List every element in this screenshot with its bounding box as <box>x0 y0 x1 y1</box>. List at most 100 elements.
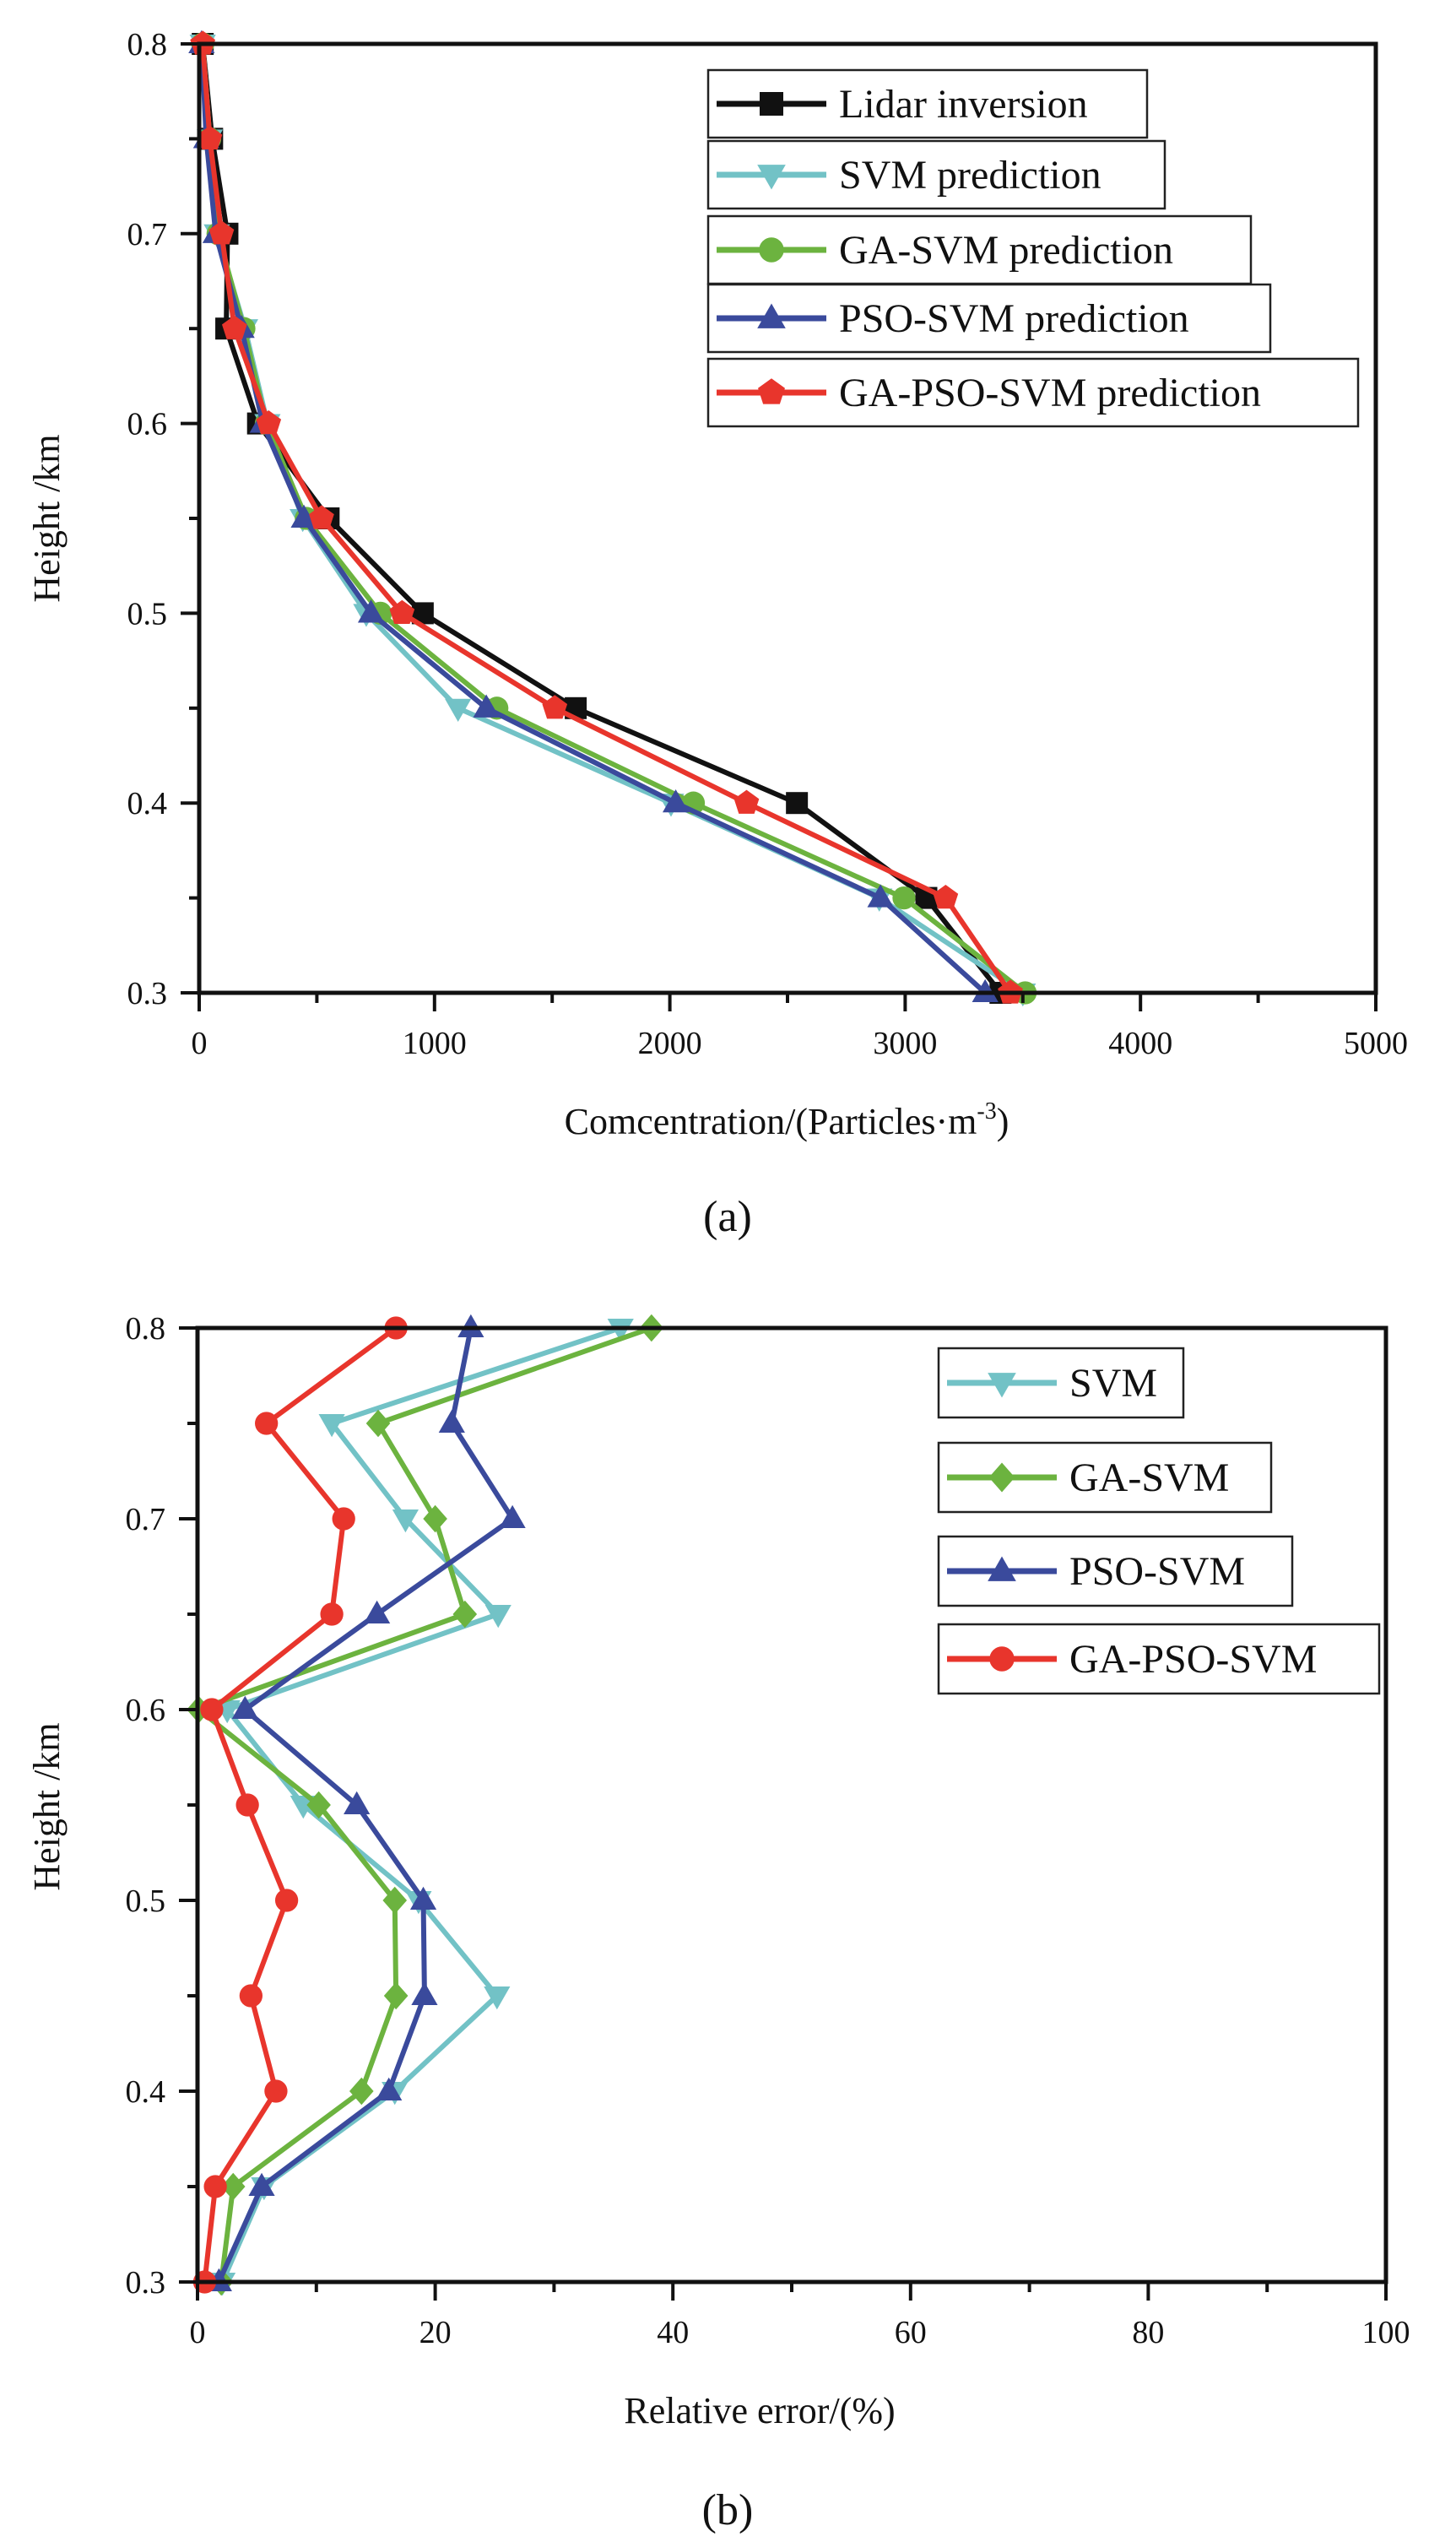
axes-a: 0 1000 2000 3000 4000 5000 0.3 0.4 0.5 0.6 0.7 0.8 <box>127 27 1409 1061</box>
y-tick-label: 0.8 <box>126 1311 166 1347</box>
legend-marker-swatch <box>760 92 783 116</box>
legend-label: GA-PSO-SVM <box>1069 1637 1317 1682</box>
y-tick-label: 0.4 <box>127 786 168 821</box>
data-point-marker <box>733 789 760 814</box>
x-tick-label: 60 <box>895 2315 927 2350</box>
legend-marker-swatch <box>988 1462 1015 1493</box>
legend-item: PSO-SVM <box>937 1535 1294 1607</box>
data-point-marker <box>220 2172 246 2201</box>
legend-marker-swatch <box>989 1646 1015 1672</box>
legend-item: GA-SVM prediction <box>706 214 1253 285</box>
x-axis-title-a: Comcentration/(Particles·m-3) <box>565 1098 1009 1142</box>
panel-label-a: (a) <box>703 1193 752 1241</box>
x-tick-label: 80 <box>1132 2315 1164 2350</box>
data-point-marker <box>309 505 334 529</box>
data-point-marker <box>274 1889 299 1912</box>
legend-marker-swatch <box>759 237 784 263</box>
data-point-marker <box>376 2077 403 2101</box>
legend-marker-swatch <box>758 378 785 404</box>
y-tick-label: 0.4 <box>126 2074 166 2110</box>
y-tick-label: 0.5 <box>127 596 168 631</box>
data-point-marker <box>409 1886 437 1911</box>
data-point-marker <box>542 695 568 719</box>
legend-box <box>706 357 1360 428</box>
y-tick-label: 0.5 <box>126 1883 166 1919</box>
legend-box <box>937 1347 1185 1419</box>
data-point-marker <box>357 599 385 623</box>
data-point-marker <box>786 792 809 815</box>
legend-label: Lidar inversion <box>839 82 1088 127</box>
data-point-marker <box>208 220 235 245</box>
data-point-marker <box>290 504 317 528</box>
x-tick-label: 5000 <box>1344 1026 1408 1061</box>
x-axis-title-a-main: Comcentration/(Particles·m <box>565 1101 977 1142</box>
panel-label-b: (b) <box>702 2486 754 2534</box>
data-point-marker <box>445 698 472 723</box>
chart-panel-b: 0 20 40 60 80 100 0.3 0.4 0.5 0.6 0.7 0.8 SVM GA-SVM… <box>26 1311 1410 2534</box>
data-point-marker <box>200 1698 224 1721</box>
data-point-marker <box>392 1509 419 1533</box>
data-point-marker <box>457 1314 484 1338</box>
data-point-marker <box>203 2175 227 2198</box>
data-point-marker <box>389 599 415 625</box>
x-tick-label: 100 <box>1362 2315 1410 2350</box>
x-axis-title-b: Relative error/(%) <box>624 2390 895 2431</box>
data-point-marker <box>484 1604 511 1629</box>
legend-b: SVM GA-SVM PSO-SVM GA-PSO-SVM <box>937 1347 1381 1695</box>
data-point-marker <box>423 1504 447 1533</box>
data-point-marker <box>318 1413 345 1438</box>
x-tick-label: 0 <box>190 2315 206 2350</box>
data-point-marker <box>264 2079 288 2103</box>
x-tick-label: 20 <box>419 2315 452 2350</box>
data-point-marker <box>320 1602 344 1626</box>
data-point-marker <box>933 885 959 909</box>
y-axis-title-b: Height /km <box>26 1722 68 1890</box>
y-tick-label: 0.3 <box>127 976 168 1011</box>
y-tick-label: 0.6 <box>126 1693 166 1728</box>
series-layer-a <box>188 30 1037 1007</box>
legend-label: PSO-SVM prediction <box>839 296 1189 341</box>
data-point-marker <box>349 2077 374 2106</box>
y-tick-label: 0.8 <box>127 27 168 62</box>
legend-item: GA-PSO-SVM <box>937 1623 1381 1695</box>
x-axis-title-a-suffix: ) <box>997 1101 1009 1142</box>
x-axis-title-a-superscript: -3 <box>977 1098 996 1125</box>
legend-item: PSO-SVM prediction <box>706 283 1272 354</box>
data-point-marker <box>332 1507 355 1531</box>
chart-panel-a: 0 1000 2000 3000 4000 50000.30.40.50.60.70.8 … <box>26 27 1408 1241</box>
series-line <box>196 1325 652 2283</box>
legend-item: SVM <box>937 1347 1185 1419</box>
legend-marker-swatch <box>757 303 786 328</box>
data-point-marker <box>255 1412 279 1435</box>
data-point-marker <box>867 884 894 908</box>
x-tick-label: 4000 <box>1108 1026 1172 1061</box>
x-tick-label: 2000 <box>638 1026 702 1061</box>
data-point-marker <box>235 1793 259 1817</box>
series-line <box>219 1325 622 2284</box>
legend-label: PSO-SVM <box>1069 1549 1245 1594</box>
data-point-marker <box>382 1886 408 1915</box>
legend-marker-swatch <box>988 1556 1016 1581</box>
data-point-marker <box>221 315 247 339</box>
data-point-marker <box>256 410 282 435</box>
y-tick-label: 0.3 <box>126 2265 166 2301</box>
legend-item: GA-SVM <box>937 1441 1273 1514</box>
series-ga-pso-svm-prediction <box>190 30 1023 1004</box>
data-point-marker <box>972 978 999 1003</box>
legend-a: Lidar inversion SVM prediction GA-SVM pred… <box>706 68 1360 428</box>
legend-item: Lidar inversion <box>706 68 1149 139</box>
data-point-marker <box>411 1981 438 2006</box>
data-point-marker <box>892 886 916 910</box>
data-point-marker <box>438 1409 465 1434</box>
data-point-marker <box>662 789 690 813</box>
legend-item: SVM prediction <box>706 139 1166 210</box>
data-point-marker <box>197 125 223 150</box>
axes-b: 0 20 40 60 80 100 0.3 0.4 0.5 0.6 0.7 0.8 <box>126 1311 1410 2350</box>
data-point-marker <box>607 1318 634 1342</box>
data-point-marker <box>452 1600 478 1629</box>
data-point-marker <box>306 1791 331 1819</box>
legend-label: GA-PSO-SVM prediction <box>839 371 1261 415</box>
legend-label: GA-SVM <box>1069 1455 1229 1500</box>
legend-label: SVM <box>1069 1361 1157 1406</box>
